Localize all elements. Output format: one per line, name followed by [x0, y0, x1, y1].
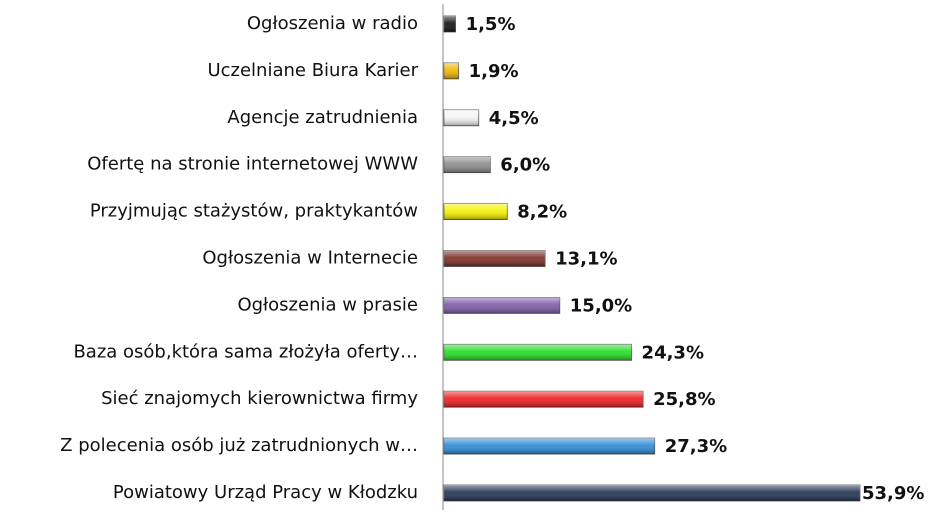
category-label: Sieć znajomych kierownictwa firmy — [101, 388, 418, 409]
value-label: 15,0% — [570, 295, 632, 316]
category-label: Ogłoszenia w prasie — [237, 294, 418, 315]
bar-shine — [444, 16, 456, 32]
bar-shine — [444, 109, 479, 126]
value-label: 8,2% — [517, 202, 567, 223]
bar-shine — [444, 344, 632, 361]
category-label: Powiatowy Urząd Pracy w Kłodzku — [113, 482, 418, 503]
bar-shine — [444, 485, 860, 501]
category-label: Przyjmując stażystów, praktykantów — [90, 201, 418, 222]
category-label: Baza osób,która sama złożyła oferty… — [73, 341, 418, 362]
value-label: 6,0% — [500, 155, 550, 176]
value-label: 1,9% — [469, 61, 519, 82]
bar-shine — [444, 391, 644, 408]
category-label: Ofertę na stronie internetowej WWW — [87, 154, 418, 175]
bar-shine — [444, 297, 560, 314]
bar-shine — [444, 250, 546, 267]
category-label: Uczelniane Biura Karier — [207, 60, 418, 81]
value-label: 24,3% — [642, 342, 704, 363]
category-label: Ogłoszenia w Internecie — [202, 248, 418, 269]
value-label: 25,8% — [653, 389, 715, 410]
category-label: Agencje zatrudnienia — [227, 107, 418, 128]
bar-shine — [444, 156, 491, 173]
value-label: 27,3% — [665, 436, 727, 457]
value-label: 1,5% — [466, 14, 516, 35]
category-label: Ogłoszenia w radio — [247, 13, 418, 34]
category-label: Z polecenia osób już zatrudnionych w… — [60, 435, 418, 456]
value-label: 4,5% — [489, 108, 539, 129]
value-label: 53,9% — [862, 483, 924, 504]
bar-shine — [444, 62, 459, 79]
bar-shine — [444, 438, 655, 455]
bar-shine — [444, 203, 508, 220]
value-label: 13,1% — [555, 249, 617, 270]
